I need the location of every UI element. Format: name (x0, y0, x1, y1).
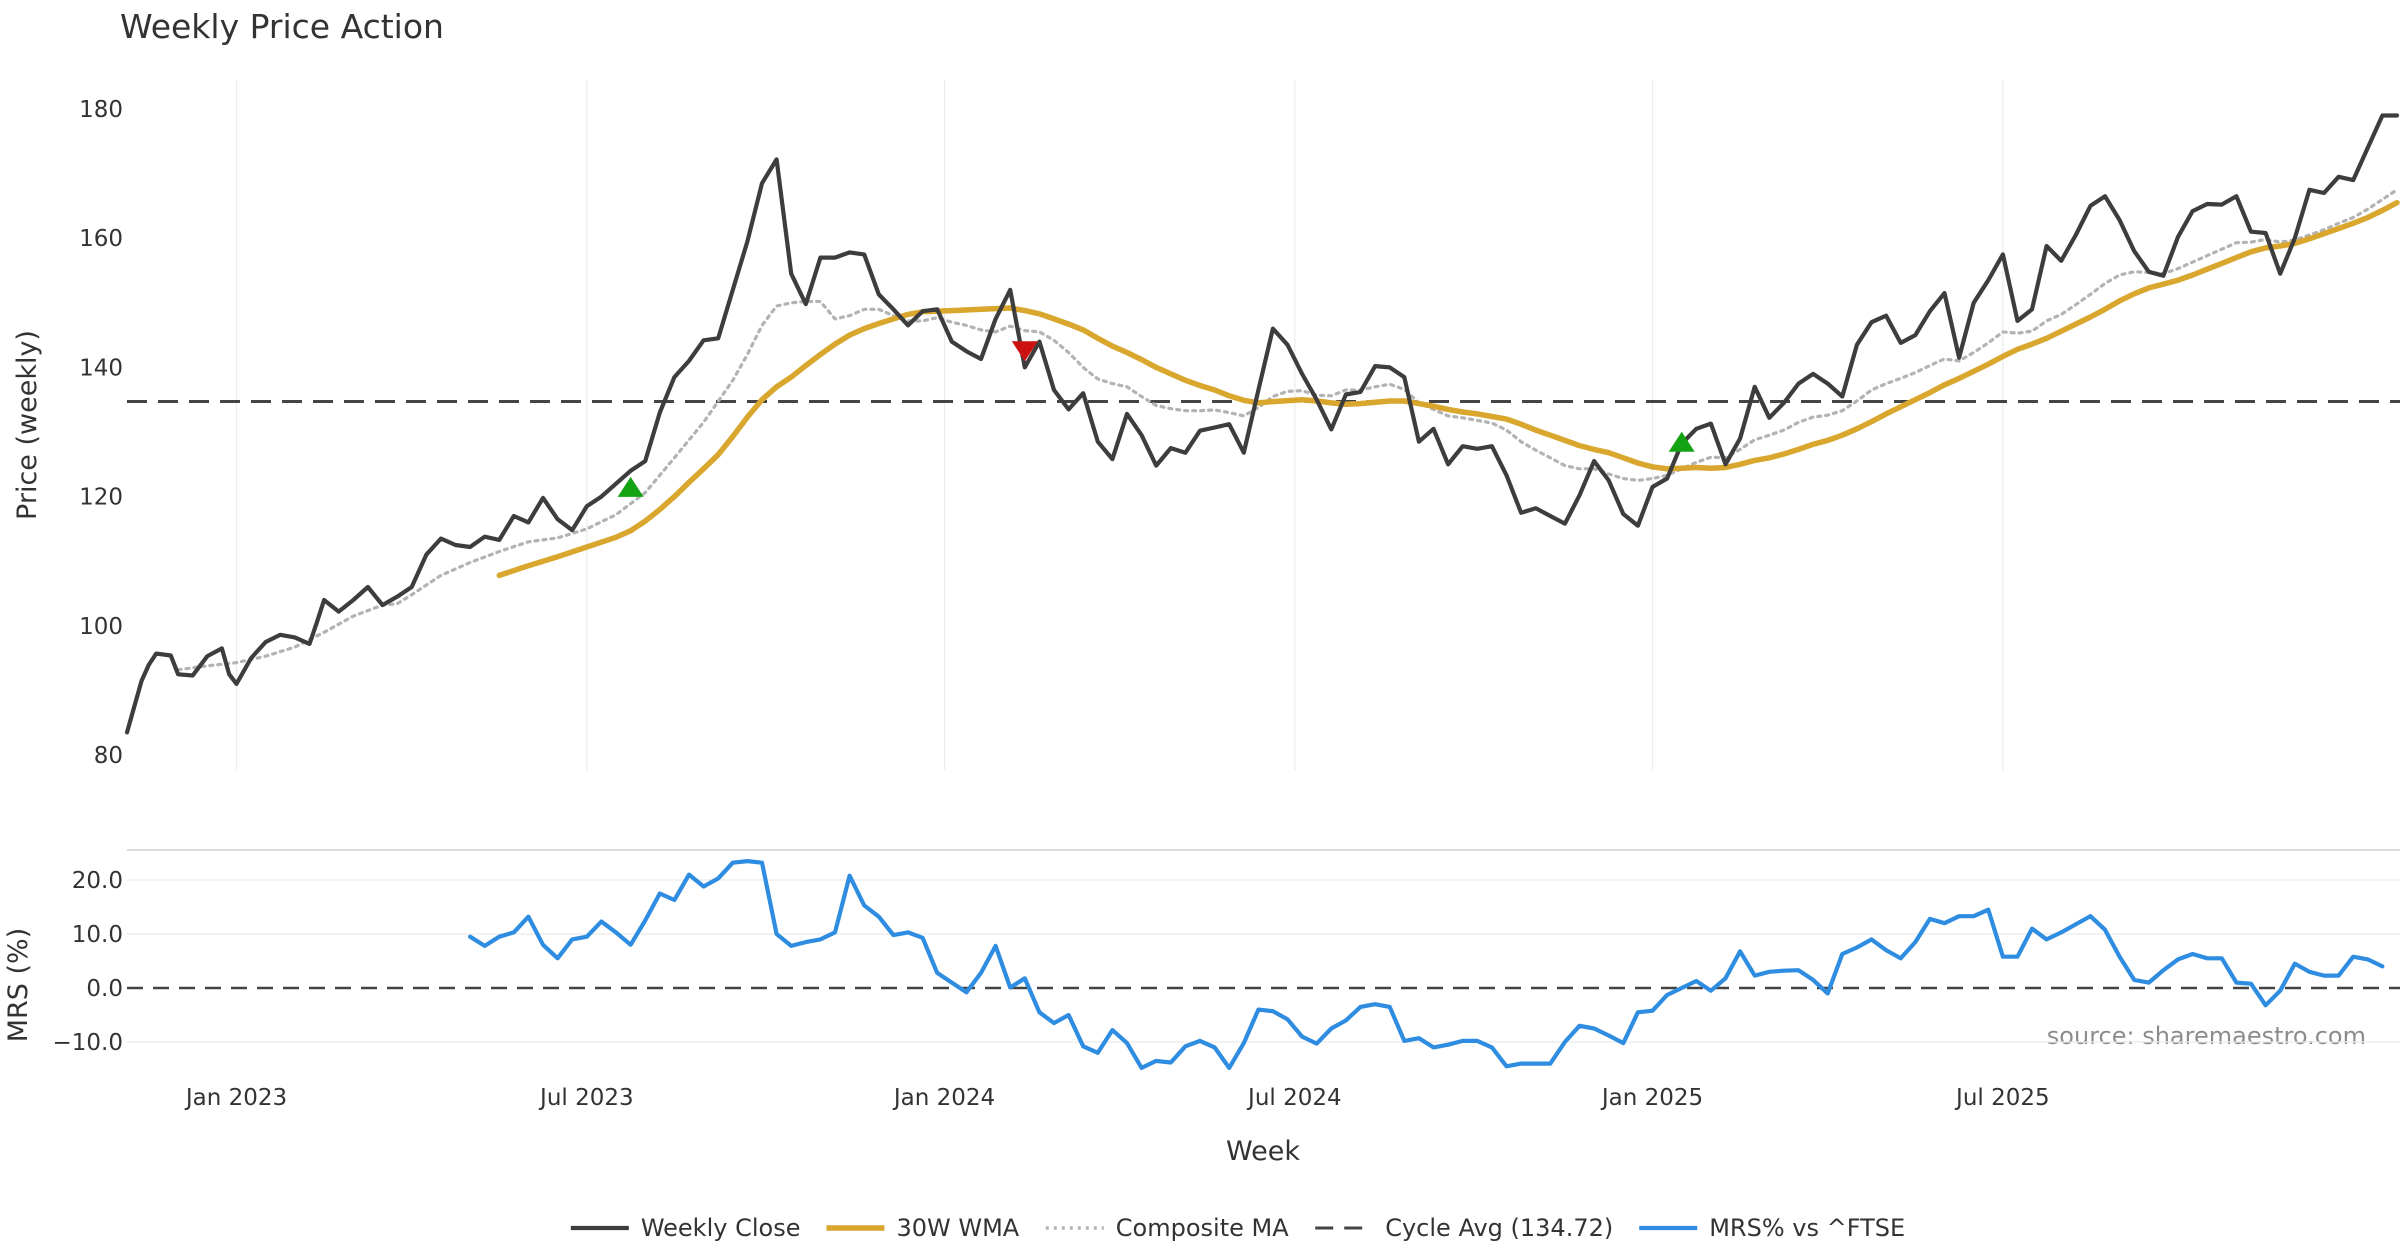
legend-item-wma: 30W WMA (826, 1214, 1020, 1242)
legend-item-cycle: Cycle Avg (134.72) (1315, 1214, 1613, 1242)
legend-item-composite: Composite MA (1045, 1214, 1289, 1242)
mrs-tick-label: 10.0 (72, 922, 123, 948)
mrs-tick-label: −10.0 (53, 1030, 123, 1056)
x-tick-label: Jul 2024 (1246, 1085, 1342, 1111)
series-line-mrs (468, 858, 2385, 1071)
mrs-tick-label: 20.0 (72, 868, 123, 894)
legend-label-cycle: Cycle Avg (134.72) (1385, 1214, 1613, 1242)
buy-signal-marker (617, 476, 644, 497)
y-tick-label: 100 (79, 614, 123, 640)
legend-label-wma: 30W WMA (896, 1214, 1019, 1242)
x-tick-label: Jul 2023 (538, 1085, 634, 1111)
y-tick-label: 120 (79, 485, 123, 511)
x-tick-label: Jan 2025 (1600, 1085, 1703, 1111)
chart-title: Weekly Price Action (120, 7, 444, 46)
x-tick-label: Jan 2023 (184, 1085, 287, 1111)
buy-signal-marker (1668, 431, 1695, 452)
mrs-axis-title: MRS (%) (3, 928, 34, 1043)
y-axis-title: Price (weekly) (12, 330, 43, 520)
x-axis-title: Week (1226, 1136, 1300, 1167)
y-tick-label: 160 (79, 226, 123, 252)
sell-signal-marker (1011, 341, 1038, 362)
legend-item-close: Weekly Close (570, 1214, 801, 1242)
y-tick-label: 80 (94, 743, 123, 769)
mrs-tick-label: 0.0 (86, 976, 123, 1002)
source-label: source: sharemaestro.com (2047, 1022, 2366, 1050)
legend-item-mrs: MRS% vs ^FTSE (1639, 1214, 1905, 1242)
y-tick-label: 140 (79, 355, 123, 381)
x-tick-label: Jan 2024 (892, 1085, 995, 1111)
series-line-wma (496, 199, 2400, 579)
legend-label-close: Weekly Close (641, 1214, 801, 1242)
x-tick-label: Jul 2025 (1954, 1085, 2050, 1111)
legend-label-mrs: MRS% vs ^FTSE (1709, 1214, 1905, 1242)
series-line-composite (176, 188, 2399, 672)
y-tick-label: 180 (79, 97, 123, 123)
legend-label-composite: Composite MA (1116, 1214, 1289, 1242)
series-line-close (124, 113, 2400, 735)
